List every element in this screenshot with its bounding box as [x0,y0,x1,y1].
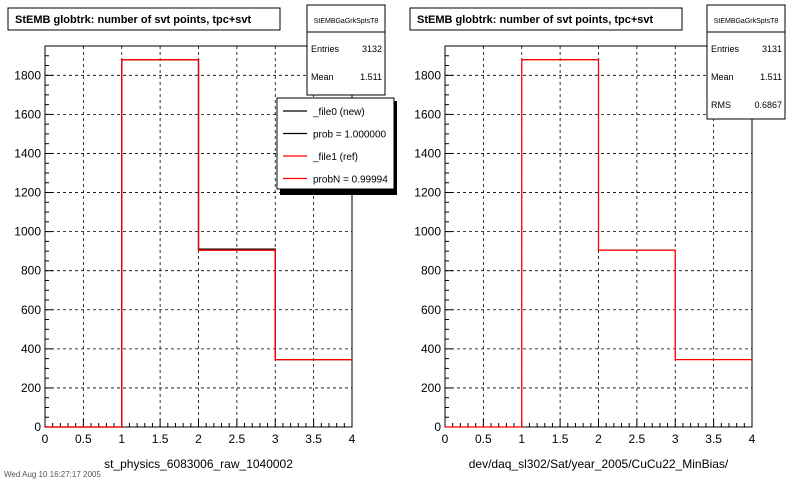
y-tick-label: 1400 [414,146,441,160]
footer-timestamp: Wed Aug 10 16:27:17 2005 [4,470,101,479]
legend-label: _file0 (new) [312,107,365,118]
stats-label: RMS [711,100,731,110]
stats-label: Mean [311,72,334,82]
x-tick-label: 1 [518,432,525,446]
y-tick-label: 400 [21,342,41,356]
stats-value: 3131 [762,44,782,54]
title-box [7,7,281,31]
y-tick-label: 1600 [414,107,441,121]
y-tick-label: 800 [21,264,41,278]
chart-title: StEMB globtrk: number of svt points, tpc… [417,14,654,26]
stats-name: StEMBGaGrkSptsT8 [714,18,779,25]
y-tick-label: 0 [34,420,41,434]
y-tick-label: 400 [421,342,441,356]
stats-value: 0.6867 [754,100,782,110]
y-tick-label: 0 [434,420,441,434]
x-tick-label: 1.5 [552,432,569,446]
chart-panel-1: 0 0.5 1 1.5 2 2.5 3 3.5 4 0 200 400 600 800 1000 1200 14… [7,4,397,471]
y-tick-label: 600 [421,303,441,317]
legend-box [276,97,395,190]
x-tick-label: 2.5 [629,432,646,446]
legend-label: probN = 0.99994 [313,175,388,186]
x-tick-label: 0 [42,432,49,446]
y-tick-label: 1400 [14,146,41,160]
y-tick-label: 1600 [14,107,41,121]
stats-label: Entries [711,44,740,54]
y-tick-label: 1200 [414,186,441,200]
y-tick-label: 1000 [414,225,441,239]
histogram-series-series [445,59,752,428]
chart-title: StEMB globtrk: number of svt points, tpc… [15,14,252,26]
x-tick-label: 2 [195,432,202,446]
x-tick-label: 3.5 [305,432,322,446]
title-box [409,7,683,31]
x-tick-label: 0.5 [475,432,492,446]
x-tick-label: 3 [672,432,679,446]
y-tick-label: 200 [21,381,41,395]
legend-entries: _file0 (new) prob = 1.000000 _file1 (ref) p… [283,107,388,186]
x-tick-label: 3.5 [705,432,722,446]
stats-box [706,4,786,120]
y-tick-label: 800 [421,264,441,278]
x-tick-label: 1 [118,432,125,446]
chart-panel-2: 0 0.5 1 1.5 2 2.5 3 3.5 4 0 200 400 600 800 1000 1200 14… [409,4,786,471]
legend-label: _file1 (ref) [312,152,358,163]
x-tick-label: 2 [595,432,602,446]
stats-label: Mean [711,72,734,82]
stats-label: Entries [311,44,340,54]
x-tick-label: 0 [442,432,449,446]
x-tick-label: 3 [272,432,279,446]
x-tick-label: 4 [749,432,756,446]
stats-value: 3132 [362,44,382,54]
stats-value: 1.511 [760,72,782,82]
y-tick-label: 600 [21,303,41,317]
stats-box [306,4,386,96]
stats-value: 1.511 [360,72,382,82]
y-tick-label: 1200 [14,186,41,200]
x-axis-label: st_physics_6083006_raw_1040002 [104,457,293,471]
y-tick-label: 1000 [14,225,41,239]
y-tick-label: 200 [421,381,441,395]
legend-label: prob = 1.000000 [313,130,387,141]
x-tick-label: 2.5 [229,432,246,446]
y-tick-label: 1800 [414,68,441,82]
x-tick-label: 1.5 [152,432,169,446]
x-axis-label: dev/daq_sl302/Sat/year_2005/CuCu22_MinBi… [469,457,729,471]
y-tick-label: 1800 [14,68,41,82]
stats-name: StEMBGaGrkSptsT8 [314,18,379,25]
histogram-series--file1-ref- [45,59,352,428]
x-tick-label: 0.5 [75,432,92,446]
x-tick-label: 4 [349,432,356,446]
